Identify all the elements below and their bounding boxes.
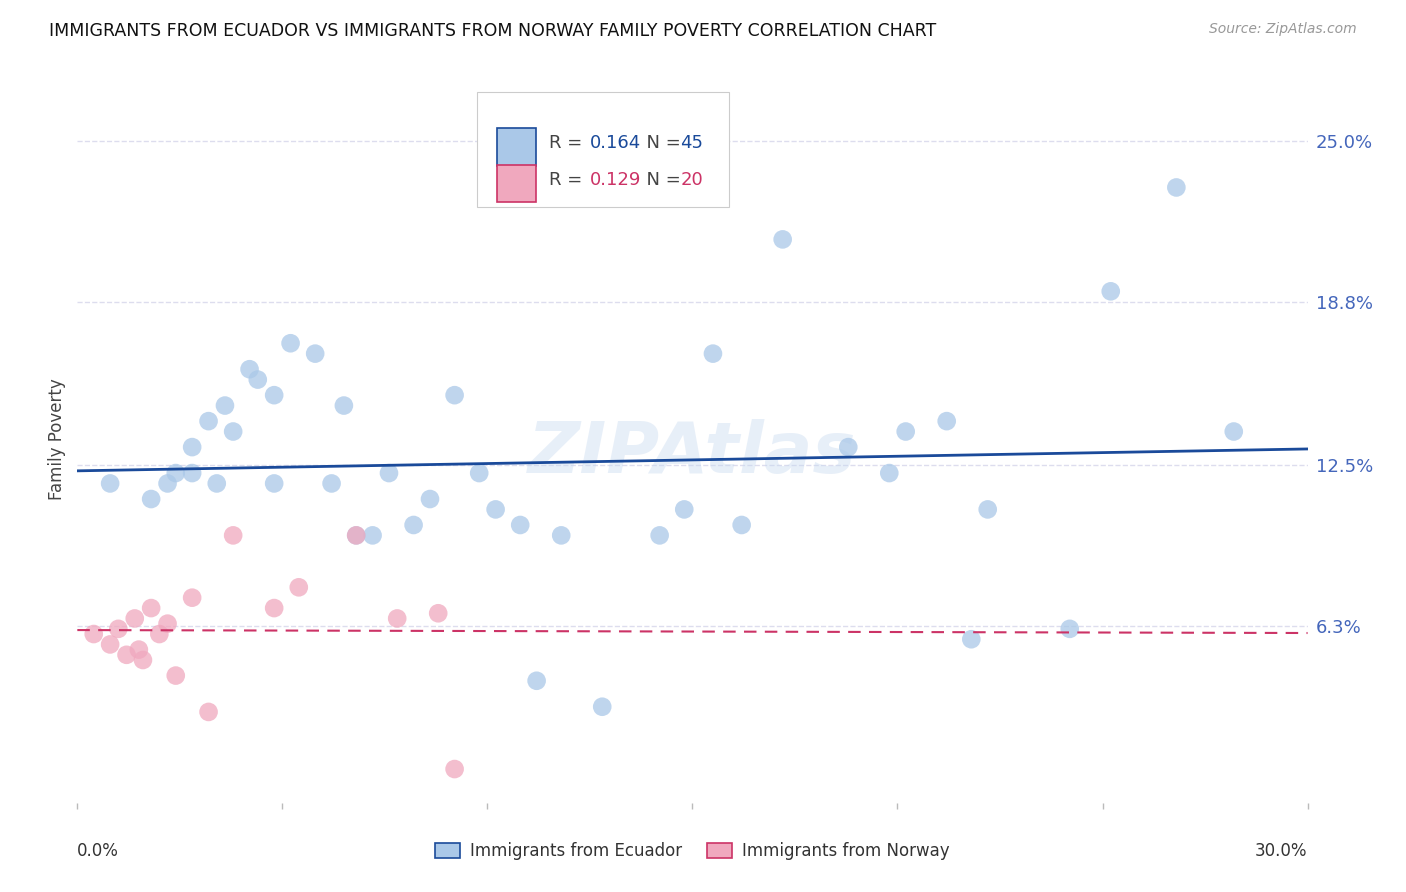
Point xyxy=(879,466,901,480)
Point xyxy=(128,642,150,657)
Text: R =: R = xyxy=(548,135,588,153)
Point xyxy=(402,518,425,533)
Point xyxy=(673,502,696,516)
Point xyxy=(468,466,491,480)
Point xyxy=(427,607,450,621)
Point xyxy=(378,466,401,480)
Point xyxy=(1223,425,1246,439)
Point xyxy=(894,425,917,439)
Point xyxy=(288,580,311,594)
Point xyxy=(214,399,236,413)
Point xyxy=(98,476,121,491)
Point xyxy=(935,414,957,428)
Text: Source: ZipAtlas.com: Source: ZipAtlas.com xyxy=(1209,22,1357,37)
Text: N =: N = xyxy=(634,135,686,153)
Point xyxy=(960,632,983,647)
Point xyxy=(321,476,343,491)
Point xyxy=(83,627,105,641)
Point xyxy=(239,362,262,376)
Point xyxy=(419,491,441,506)
Text: 30.0%: 30.0% xyxy=(1256,842,1308,860)
Point xyxy=(772,232,794,246)
Point xyxy=(205,476,228,491)
Point xyxy=(156,616,179,631)
Point xyxy=(141,601,163,615)
Point xyxy=(977,502,1000,516)
Point xyxy=(304,346,326,360)
Point xyxy=(246,373,269,387)
Point xyxy=(361,528,384,542)
Point xyxy=(98,637,121,651)
Point xyxy=(107,622,129,636)
Point xyxy=(263,601,285,615)
Text: IMMIGRANTS FROM ECUADOR VS IMMIGRANTS FROM NORWAY FAMILY POVERTY CORRELATION CHA: IMMIGRANTS FROM ECUADOR VS IMMIGRANTS FR… xyxy=(49,22,936,40)
Point xyxy=(1059,622,1081,636)
Text: 20: 20 xyxy=(681,170,703,189)
Point xyxy=(1166,180,1188,194)
Text: 45: 45 xyxy=(681,135,703,153)
Point xyxy=(509,518,531,533)
Point xyxy=(1099,285,1122,299)
Point xyxy=(280,336,302,351)
Point xyxy=(181,591,204,605)
Point xyxy=(141,491,163,506)
Point xyxy=(263,388,285,402)
Point xyxy=(222,528,245,542)
Point xyxy=(181,466,204,480)
Point xyxy=(132,653,155,667)
FancyBboxPatch shape xyxy=(496,128,536,166)
Point xyxy=(344,528,367,542)
Point xyxy=(263,476,285,491)
Point xyxy=(648,528,671,542)
Point xyxy=(165,466,187,480)
Y-axis label: Family Poverty: Family Poverty xyxy=(48,378,66,500)
Point xyxy=(385,611,409,625)
Text: 0.0%: 0.0% xyxy=(77,842,120,860)
Point xyxy=(702,346,724,360)
Legend: Immigrants from Ecuador, Immigrants from Norway: Immigrants from Ecuador, Immigrants from… xyxy=(434,842,950,860)
Text: ZIPAtlas: ZIPAtlas xyxy=(529,419,856,488)
Point xyxy=(591,699,613,714)
Point xyxy=(115,648,138,662)
Point xyxy=(165,668,187,682)
FancyBboxPatch shape xyxy=(477,92,730,207)
Point xyxy=(333,399,356,413)
Point xyxy=(526,673,548,688)
Point xyxy=(124,611,146,625)
Point xyxy=(731,518,754,533)
Point xyxy=(837,440,859,454)
Point xyxy=(443,388,465,402)
Point xyxy=(344,528,367,542)
Text: 0.164: 0.164 xyxy=(591,135,641,153)
Point xyxy=(484,502,508,516)
Point xyxy=(197,414,219,428)
Point xyxy=(181,440,204,454)
Text: R =: R = xyxy=(548,170,588,189)
Point xyxy=(197,705,219,719)
Point xyxy=(550,528,572,542)
Point xyxy=(156,476,179,491)
FancyBboxPatch shape xyxy=(496,164,536,202)
Point xyxy=(222,425,245,439)
Point xyxy=(443,762,465,776)
Point xyxy=(148,627,170,641)
Text: 0.129: 0.129 xyxy=(591,170,641,189)
Text: N =: N = xyxy=(634,170,686,189)
